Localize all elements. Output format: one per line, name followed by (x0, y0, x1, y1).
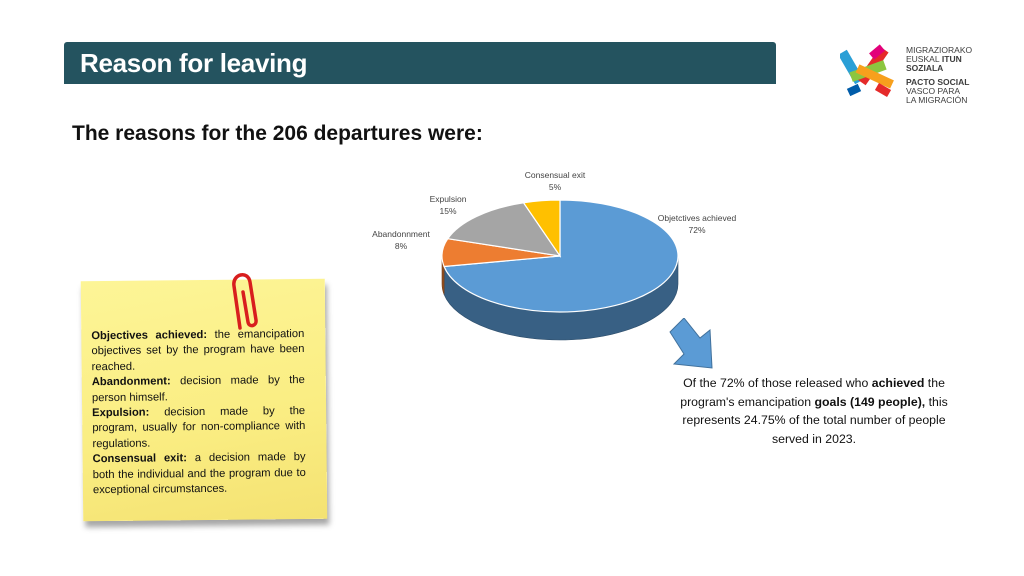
pie-side-abandonnment (441, 255, 445, 295)
slice-label-consensual-exit: Consensual exit (525, 170, 586, 180)
definition-expulsion: Expulsion: decision made by the program,… (92, 404, 306, 451)
pie-slice-consensual-exit (522, 199, 561, 258)
summary-text: Of the 72% of those released who achieve… (680, 376, 948, 446)
slice-label-objetctives-achieved: Objetctives achieved (658, 213, 737, 223)
pie-side-objetctives-achieved (443, 255, 679, 341)
pie-slice-objetctives-achieved (443, 199, 679, 313)
definition-consensual: Consensual exit: a decision made by both… (92, 451, 306, 497)
definition-abandonment: Abandonment: decision made by the person… (91, 374, 305, 404)
slice-value-expulsion: 15% (439, 206, 456, 216)
arrow-down-right-icon (669, 318, 713, 369)
title-bar: Reason for leaving (64, 42, 776, 84)
pacto-social-logo (840, 44, 894, 97)
pie-labels: Objetctives achieved 72% Abandonnment 8% Exp… (372, 170, 736, 251)
slice-value-abandonnment: 8% (395, 241, 408, 251)
legend-definitions: Objectives achieved: the emancipation ob… (91, 327, 306, 499)
slice-label-abandonnment: Abandonnment (372, 229, 430, 239)
paperclip-icon (232, 273, 258, 330)
pie-slice-abandonnment (441, 238, 561, 268)
chart-subtitle: The reasons for the 206 departures were: (72, 122, 483, 145)
slice-value-objetctives-achieved: 72% (688, 225, 705, 235)
pie-sides (441, 255, 679, 341)
sticky-note: Objectives achieved: the emancipation ob… (80, 278, 328, 522)
pie-slice-expulsion (446, 202, 562, 257)
pie-tops (441, 199, 679, 313)
logo-text: MIGRAZIORAKO EUSKAL ITUN SOZIALA PACTO S… (906, 45, 973, 105)
definition-objectives: Objectives achieved: the emancipation ob… (91, 327, 305, 373)
slice-value-consensual-exit: 5% (549, 182, 562, 192)
page-title: Reason for leaving (80, 48, 308, 78)
slice-label-expulsion: Expulsion (430, 194, 467, 204)
